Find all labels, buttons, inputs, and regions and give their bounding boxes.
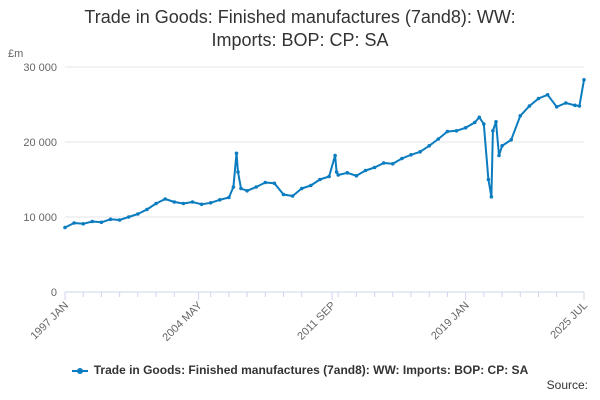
x-tick-label: 2025 JUL	[548, 300, 590, 342]
y-tick-label: 10 000	[23, 212, 57, 224]
data-point	[145, 207, 149, 212]
data-point	[545, 93, 550, 97]
data-point	[486, 177, 491, 182]
data-point	[409, 153, 413, 157]
x-tick-label: 2011 SEP	[295, 300, 338, 343]
data-point	[309, 183, 313, 188]
series-group	[63, 78, 586, 230]
chart-title-line-2: Imports: BOP: CP: SA	[211, 30, 389, 50]
data-point	[218, 198, 222, 202]
data-point	[154, 201, 158, 206]
data-point	[345, 171, 350, 175]
data-point	[272, 181, 277, 186]
data-point	[199, 202, 204, 207]
data-point	[454, 129, 459, 133]
data-point	[477, 115, 482, 120]
y-tick-label: 0	[51, 287, 57, 299]
data-point	[234, 151, 239, 156]
data-point	[427, 144, 432, 148]
data-point	[564, 101, 568, 105]
data-point	[299, 186, 304, 191]
data-point	[90, 219, 95, 224]
y-axis-ticks: 0 10 000 20 000 30 000	[23, 62, 57, 299]
data-point	[436, 137, 441, 141]
data-point	[489, 195, 494, 199]
data-point	[445, 129, 450, 134]
data-point	[227, 195, 231, 200]
data-point	[172, 200, 177, 204]
source-label: Source:	[546, 378, 588, 392]
legend-line-marker-icon	[71, 367, 88, 374]
data-point	[239, 186, 243, 191]
data-point	[334, 170, 339, 174]
data-point	[491, 129, 495, 133]
data-point	[482, 122, 486, 126]
data-point	[500, 144, 504, 148]
data-point	[381, 161, 386, 165]
data-point	[108, 217, 113, 222]
data-point	[263, 180, 268, 185]
data-point	[573, 103, 577, 108]
data-point	[318, 177, 322, 182]
data-point	[290, 194, 295, 198]
data-point	[99, 220, 104, 225]
data-point	[372, 165, 377, 170]
chart-title-line-1: Trade in Goods: Finished manufactures (7…	[84, 7, 516, 27]
y-tick-label: 20 000	[23, 137, 57, 149]
data-point	[577, 104, 582, 108]
data-point	[254, 185, 258, 189]
data-point	[245, 189, 249, 193]
x-tick-label: 1997 JAN	[28, 300, 71, 343]
legend-label: Trade in Goods: Finished manufactures (7…	[93, 363, 529, 377]
data-point	[231, 185, 236, 189]
y-axis-label: £m	[8, 48, 23, 60]
data-point	[472, 120, 477, 125]
data-point	[181, 201, 186, 206]
chart-title: Trade in Goods: Finished manufactures (7…	[0, 6, 600, 52]
data-point	[333, 153, 337, 158]
data-point	[497, 153, 501, 158]
data-point	[190, 200, 195, 204]
data-point	[72, 221, 76, 225]
data-point	[518, 114, 523, 118]
data-point	[336, 173, 341, 177]
data-point	[536, 96, 541, 101]
data-point	[327, 174, 331, 179]
data-point	[363, 168, 368, 173]
data-point	[81, 222, 85, 226]
data-point	[117, 218, 122, 222]
x-tick-label: 2019 JAN	[429, 300, 472, 343]
legend[interactable]: Trade in Goods: Finished manufactures (7…	[0, 363, 600, 377]
data-point	[354, 174, 359, 178]
data-point	[400, 156, 404, 161]
data-point	[236, 170, 240, 174]
data-point	[554, 105, 559, 109]
data-point	[281, 192, 286, 197]
data-point	[208, 201, 213, 205]
data-point	[582, 78, 586, 82]
data-point	[418, 150, 422, 154]
y-tick-label: 30 000	[23, 62, 57, 74]
data-point	[509, 138, 513, 142]
data-point	[494, 120, 498, 124]
data-point	[136, 212, 140, 216]
x-axis: 1997 JAN 2004 MAY 2011 SEP 2019 JAN 2025 JUL	[28, 291, 590, 344]
data-point	[163, 197, 167, 201]
data-point	[126, 215, 131, 219]
x-tick-label: 2004 MAY	[160, 299, 205, 344]
data-point	[527, 104, 532, 108]
series-line	[64, 79, 585, 229]
data-point	[63, 225, 67, 230]
data-point	[463, 126, 468, 130]
data-point	[391, 162, 395, 166]
